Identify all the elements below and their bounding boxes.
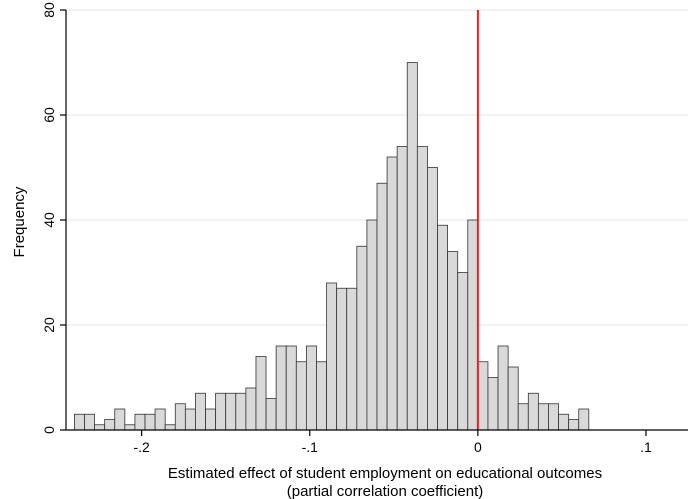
y-tick-label: 60 [41, 107, 57, 123]
histogram-bar [336, 287, 348, 431]
axes: 0 20 40 60 80 -.2 -.1 0 .1 [41, 2, 688, 455]
x-tick-label: -.2 [133, 439, 150, 455]
histogram-bar [406, 62, 418, 431]
histogram-bar [84, 413, 95, 431]
histogram-bar [326, 282, 338, 431]
histogram-bar [94, 424, 106, 431]
histogram-bar [487, 377, 499, 431]
y-tick-label: 20 [41, 317, 57, 333]
x-tick-label: .1 [640, 439, 652, 455]
histogram-bar [295, 361, 307, 431]
histogram-bar [144, 413, 156, 431]
y-axis-title: Frequency [11, 186, 28, 257]
histogram-bar [285, 345, 297, 431]
histogram-bar [164, 424, 176, 431]
histogram-bar [527, 392, 539, 431]
histogram-bar [447, 251, 459, 431]
histogram-bar [507, 366, 519, 431]
histogram-bar [467, 219, 479, 431]
histogram-bar [578, 408, 590, 431]
histogram-bar [265, 398, 277, 431]
histogram-bar [215, 392, 227, 431]
histogram-bar [195, 392, 206, 431]
histogram-bar [74, 413, 85, 431]
histogram-bar [235, 392, 247, 431]
x-tick-label: -.1 [302, 439, 319, 455]
x-axis-title: Estimated effect of student employment o… [168, 465, 602, 482]
y-tick-label: 80 [41, 2, 57, 18]
histogram-bar [346, 287, 358, 431]
x-axis-subtitle: (partial correlation coefficient) [287, 483, 483, 499]
histogram-bar [537, 403, 549, 431]
histogram-bar [225, 392, 237, 431]
histogram-bar [568, 419, 580, 431]
bars [74, 62, 590, 431]
histogram-bar [386, 156, 398, 431]
histogram-bar [124, 424, 136, 431]
histogram-bar [104, 419, 116, 431]
histogram-bar [477, 361, 489, 431]
histogram-bar [184, 408, 196, 431]
histogram-bar [437, 224, 449, 431]
histogram-bar [154, 408, 166, 431]
histogram-bar [558, 413, 570, 431]
histogram-bar [497, 345, 509, 431]
y-tick-label: 0 [41, 426, 57, 434]
histogram-bar [376, 182, 388, 431]
histogram-bar [457, 272, 469, 431]
y-tick-label: 40 [41, 212, 57, 228]
histogram-bar [205, 408, 217, 431]
histogram-bar [305, 345, 317, 431]
histogram-bar [245, 387, 257, 431]
histogram-bar [255, 356, 267, 431]
histogram-bar [134, 413, 146, 431]
histogram-bar [356, 245, 368, 431]
histogram-bar [366, 219, 378, 431]
histogram-bar [416, 146, 428, 431]
histogram-bar [174, 403, 186, 431]
x-tick-label: 0 [474, 439, 482, 455]
histogram-bar [427, 167, 438, 431]
histogram-bar [114, 408, 126, 431]
histogram-bar [396, 146, 408, 431]
histogram-bar [316, 361, 327, 431]
histogram-bar [275, 345, 287, 431]
histogram-bar [517, 403, 529, 431]
histogram-bar [548, 403, 559, 431]
